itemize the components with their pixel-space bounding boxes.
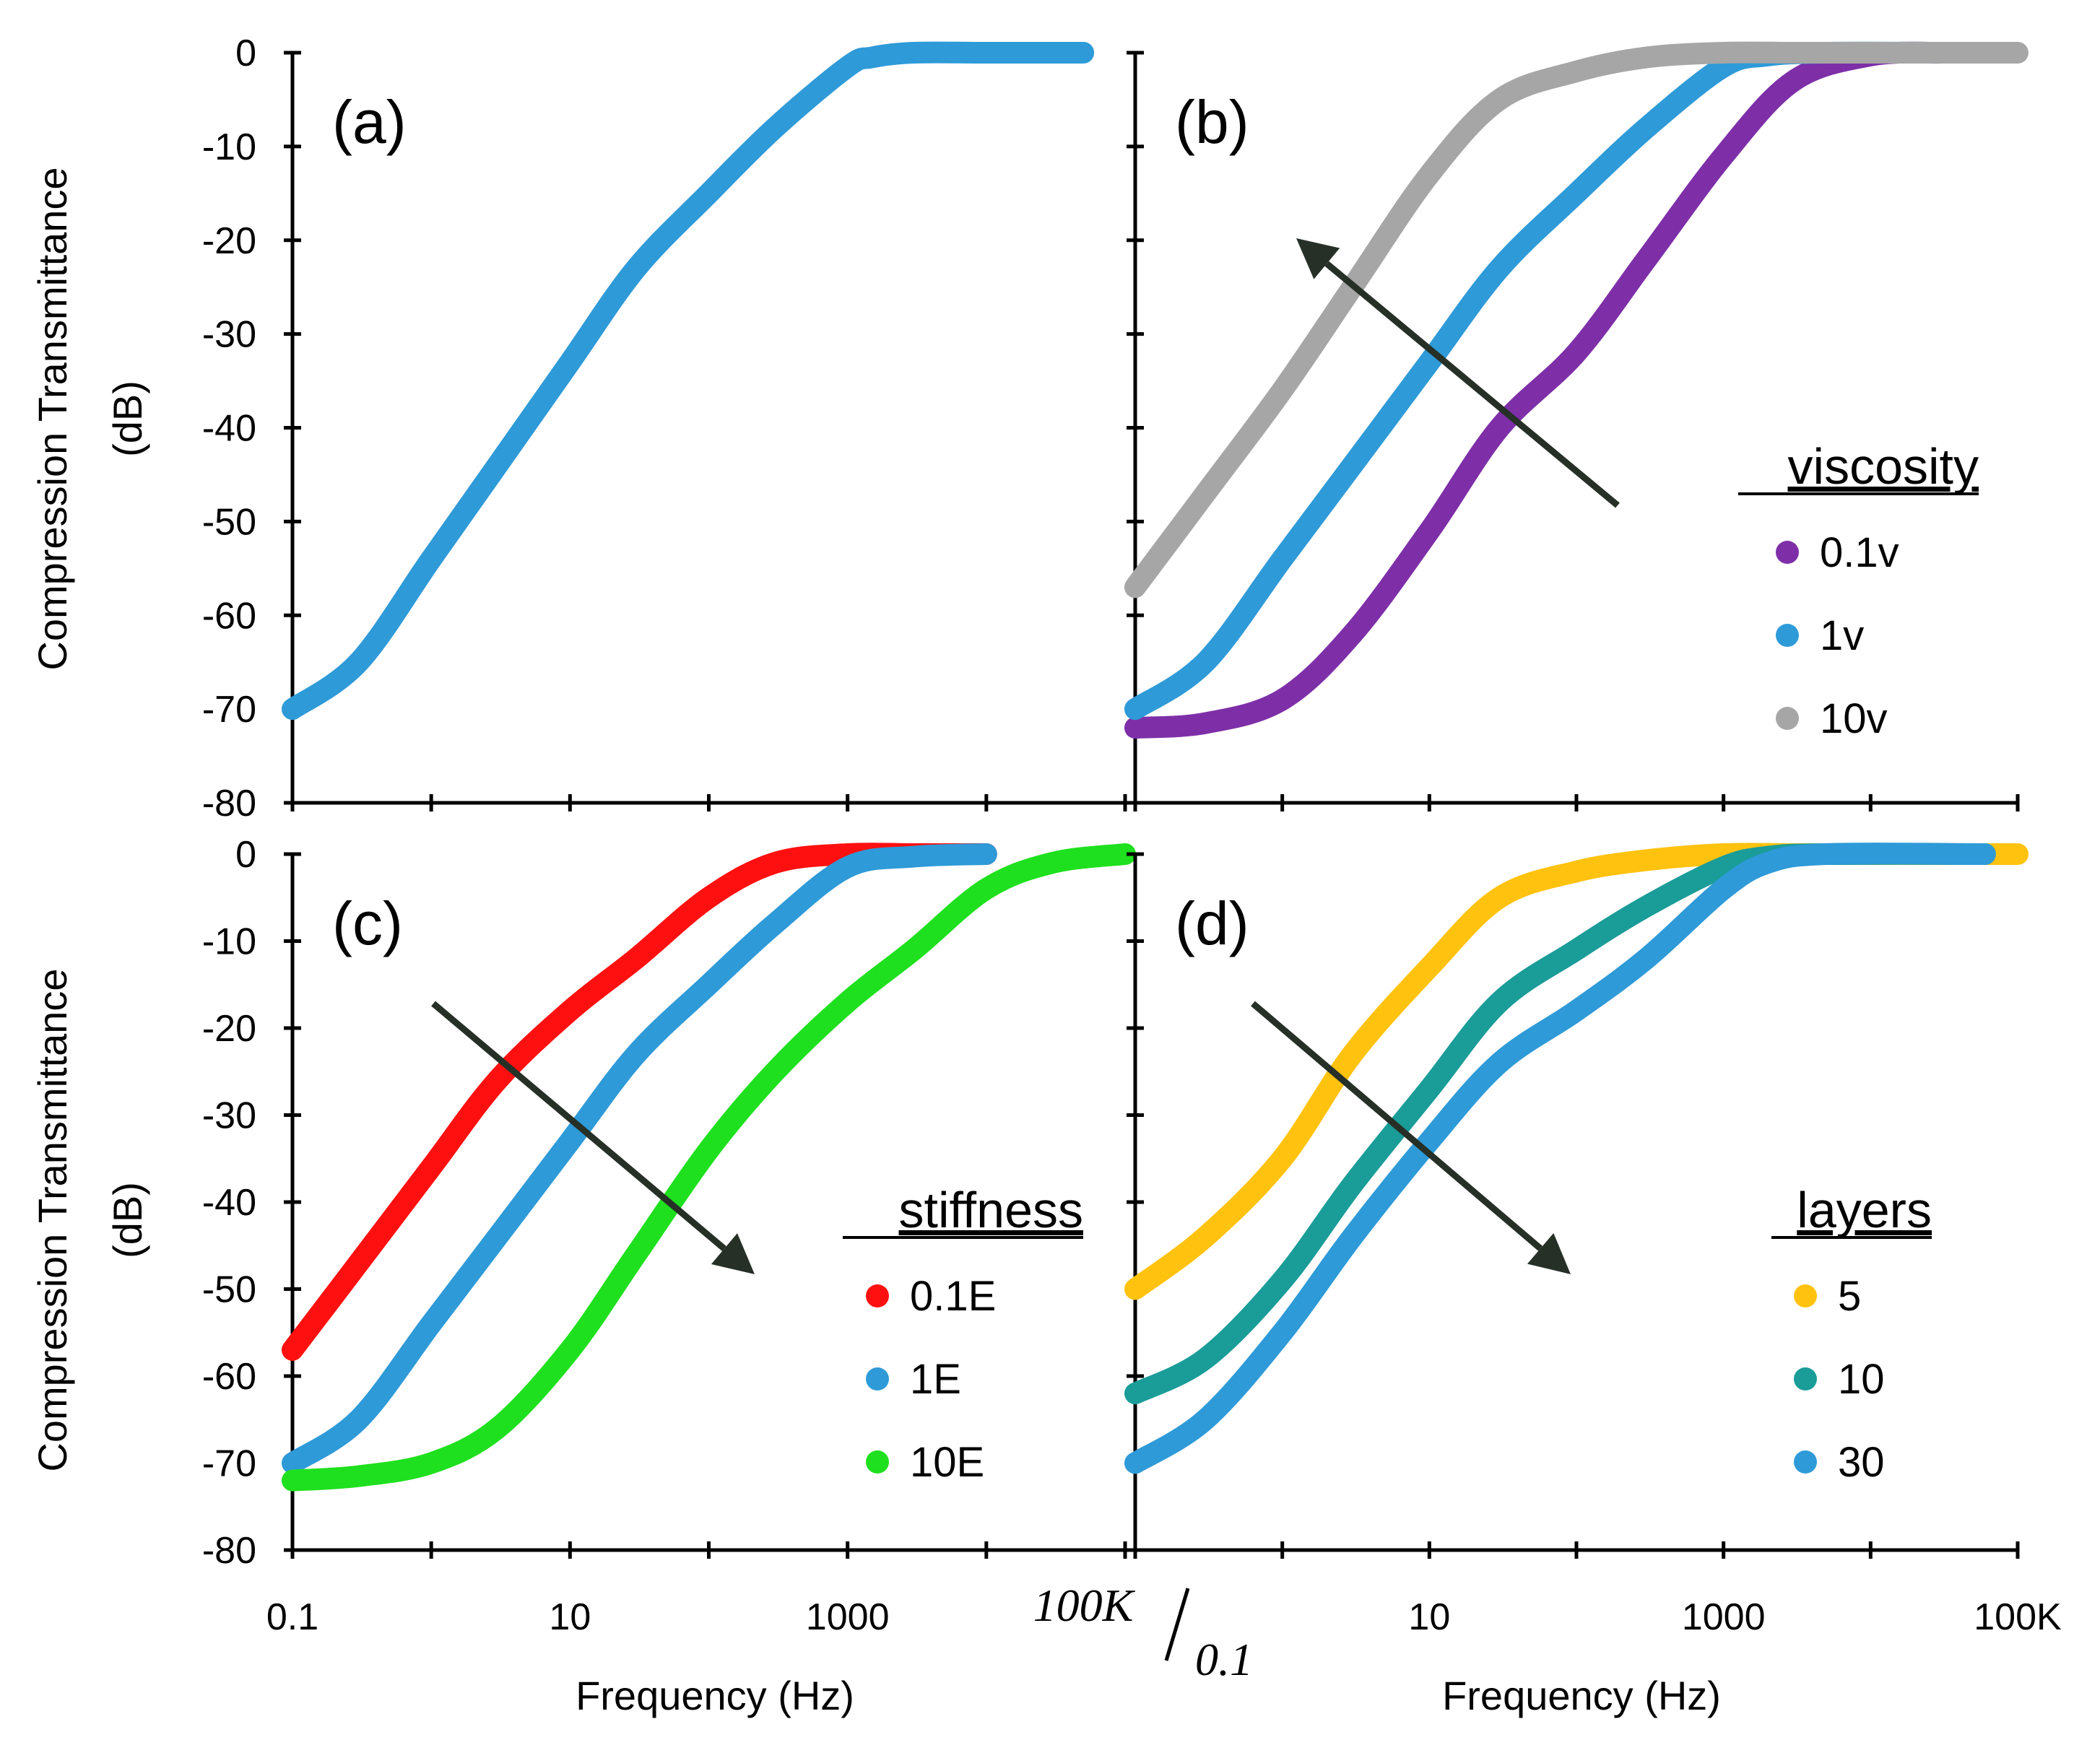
y-tick-label-c: -10 <box>202 921 256 963</box>
panel-label-d: (d) <box>1175 889 1249 957</box>
legend-marker-d-30 <box>1794 1450 1817 1474</box>
trend-arrow-shaft-d <box>1251 1001 1543 1251</box>
x-tick-label-d: 100K <box>1974 1596 2062 1638</box>
x-tick-label-c: 1000 <box>806 1596 890 1638</box>
y-axis-title-bottom-line1: Compression Transmittance <box>30 968 75 1471</box>
legend-title-d: layers <box>1797 1182 1932 1238</box>
x-tick-label-d: 1000 <box>1682 1596 1766 1638</box>
legend-entry-c-0.1E: 0.1E <box>910 1273 996 1320</box>
series-line-c-10E <box>282 843 1136 1492</box>
series-line-b-10v <box>1124 41 2029 599</box>
legend-b: viscosity 0.1v 1v 10v <box>1738 438 1979 742</box>
y-tick-label-c: -60 <box>202 1356 256 1398</box>
panel-d: 10 1000 100K (d) layers 5 10 30 <box>1124 843 2062 1638</box>
x-tick-label-c: 10 <box>549 1596 591 1638</box>
y-tick-label-c: -80 <box>202 1530 256 1572</box>
y-tick-label-a: -60 <box>202 595 256 637</box>
legend-marker-b-1v <box>1776 624 1799 647</box>
series-line-a-1v <box>282 41 1095 721</box>
y-tick-label-c: -40 <box>202 1182 256 1224</box>
y-tick-label-a: -40 <box>202 408 256 450</box>
x-tick-label-c: 0.1 <box>266 1596 318 1638</box>
y-tick-label-c: -50 <box>202 1269 256 1311</box>
legend-entry-c-1E: 1E <box>910 1356 961 1403</box>
panel-a: 0 -10 -20 -30 -40 -50 -60 -70 -80 (a) <box>202 32 1127 824</box>
legend-entry-c-10E: 10E <box>910 1439 984 1486</box>
x-tick-mid-slash <box>1164 1588 1190 1661</box>
legend-marker-d-5 <box>1794 1284 1817 1307</box>
y-tick-label-a: -10 <box>202 126 256 168</box>
x-tick-label-d: 10 <box>1408 1596 1450 1638</box>
legend-marker-c-1E <box>866 1367 889 1391</box>
legend-entry-b-1v: 1v <box>1820 612 1864 659</box>
x-tick-mid-0-1: 0.1 <box>1195 1634 1253 1685</box>
y-tick-label-a: -70 <box>202 689 256 731</box>
y-tick-label-c: -70 <box>202 1443 256 1485</box>
trend-arrow-shaft-c <box>431 1001 726 1251</box>
legend-entry-d-10: 10 <box>1838 1356 1885 1403</box>
panel-label-a: (a) <box>332 88 407 156</box>
legend-entry-d-30: 30 <box>1838 1439 1885 1486</box>
legend-marker-d-10 <box>1794 1367 1817 1391</box>
panel-label-c: (c) <box>332 889 403 957</box>
legend-entry-b-10v: 10v <box>1820 695 1888 742</box>
legend-marker-b-0.1v <box>1776 541 1799 564</box>
series-line-b-0.1v <box>1124 41 1952 739</box>
legend-marker-c-10E <box>866 1450 889 1474</box>
y-tick-label-c: -20 <box>202 1008 256 1050</box>
trend-arrow-shaft-b <box>1324 261 1620 508</box>
series-line-d-30 <box>1124 843 1996 1474</box>
y-tick-label-a: -50 <box>202 501 256 543</box>
legend-entry-b-0.1v: 0.1v <box>1820 529 1899 576</box>
panel-b: (b) viscosity 0.1v 1v 10v <box>1124 41 2029 811</box>
trend-arrow-head-c <box>711 1233 755 1274</box>
y-tick-label-c: 0 <box>235 834 256 876</box>
y-tick-label-a: 0 <box>235 32 256 74</box>
x-tick-mid-100k: 100K <box>1033 1580 1136 1631</box>
panel-label-b: (b) <box>1175 88 1249 156</box>
legend-marker-c-0.1E <box>866 1284 889 1307</box>
y-axis-title-top: Compression Transmittance (dB) <box>30 167 150 670</box>
y-axis-title-bottom: Compression Transmittance (dB) <box>30 968 150 1471</box>
y-axis-title-bottom-line2: (dB) <box>105 1182 150 1258</box>
trend-arrow-head-d <box>1527 1233 1571 1274</box>
y-axis-title-top-line2: (dB) <box>105 380 150 457</box>
y-axis-title-top-line1: Compression Transmittance <box>30 167 75 670</box>
series-line-c-1E <box>282 843 997 1474</box>
legend-marker-b-10v <box>1776 707 1799 730</box>
y-tick-label-a: -30 <box>202 314 256 356</box>
legend-d: layers 5 10 30 <box>1771 1182 1932 1486</box>
x-axis-title-right: Frequency (Hz) <box>1442 1673 1721 1718</box>
panel-c: 0 -10 -20 -30 -40 -50 -60 -70 -800.1 10 1000 (c) sti… <box>202 834 1136 1638</box>
legend-entry-d-5: 5 <box>1838 1273 1861 1320</box>
x-axis-title-left: Frequency (Hz) <box>576 1673 854 1718</box>
y-tick-label-a: -20 <box>202 220 256 262</box>
legend-c: stiffness 0.1E 1E 10E <box>843 1182 1083 1486</box>
y-tick-label-c: -30 <box>202 1095 256 1137</box>
legend-title-c: stiffness <box>899 1182 1084 1238</box>
legend-title-b: viscosity <box>1788 438 1979 495</box>
trend-arrow-head-b <box>1296 238 1340 279</box>
y-tick-label-a: -80 <box>202 783 256 824</box>
